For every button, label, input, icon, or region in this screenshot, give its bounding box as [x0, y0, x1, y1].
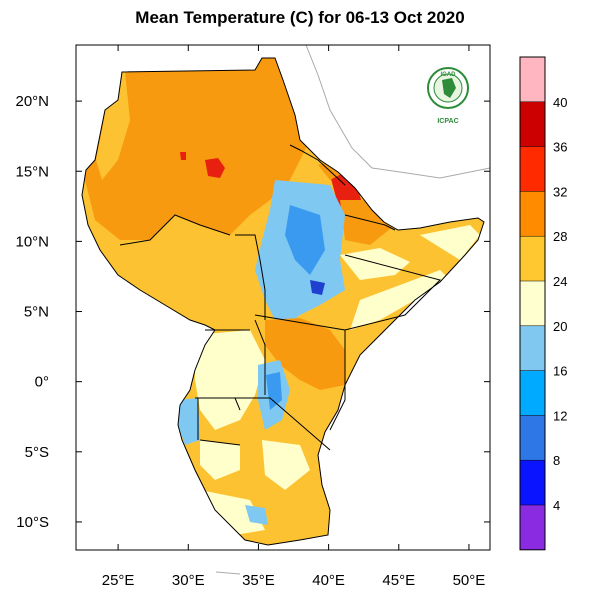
cooler-strip-sudan: [96, 72, 130, 180]
mild-region-tanzania-north: [262, 440, 310, 490]
lat-tick-label: 0°: [35, 374, 49, 391]
hot-spot-sudan: [205, 158, 225, 178]
colorbar-swatch: [520, 505, 545, 550]
warm-region-sudan: [85, 58, 310, 240]
colorbar-swatch: [520, 101, 545, 147]
colorbar-label: 8: [553, 453, 560, 468]
latitude-ticks: 20°N 15°N 10°N 5°N 0° 5°S 10°S: [15, 93, 490, 531]
colorbar-label: 20: [553, 319, 567, 334]
lat-tick-label: 10°S: [16, 514, 49, 531]
colorbar-swatch: [520, 146, 545, 192]
colorbar-swatch: [520, 236, 545, 281]
igad-logo: IGAD ICPAC: [427, 67, 469, 125]
country-borders: [119, 144, 441, 451]
lon-tick-label: 40°E: [312, 572, 345, 589]
colorbar: 40 36 32 28 24 20 16 12 8 4: [519, 56, 567, 551]
lon-tick-label: 30°E: [172, 572, 205, 589]
logo-bottom-text: ICPAC: [437, 118, 458, 125]
colorbar-label: 36: [553, 140, 567, 155]
mild-region-uganda: [195, 330, 265, 430]
colorbar-label: 24: [553, 274, 567, 289]
colorbar-swatch: [520, 325, 545, 371]
mild-region-somalia-coast: [350, 270, 450, 330]
lon-tick-label: 45°E: [382, 572, 415, 589]
mild-region-tanzania-west: [200, 440, 240, 480]
coldest-spot-ethiopia: [310, 280, 325, 295]
mild-region-ethiopia: [340, 248, 410, 280]
temperature-field: [82, 58, 484, 545]
colorbar-label: 28: [553, 229, 567, 244]
colorbar-label: 12: [553, 408, 567, 423]
map-frame: [75, 44, 491, 551]
map-title: Mean Temperature (C) for 06-13 Oct 2020: [135, 8, 465, 27]
colorbar-swatch: [520, 281, 545, 326]
colorbar-label: 40: [553, 95, 567, 110]
land-outline: [81, 57, 485, 546]
cold-region-kenya: [266, 372, 282, 410]
lat-tick-label: 10°N: [15, 233, 49, 250]
cool-region-rwanda: [178, 398, 200, 445]
colorbar-label: 16: [553, 364, 567, 379]
outside-borders: [215, 44, 491, 575]
colorbar-swatch: [520, 191, 545, 237]
lon-tick-label: 25°E: [102, 572, 135, 589]
colorbar-swatch: [520, 370, 545, 416]
lon-tick-label: 50°E: [453, 572, 486, 589]
longitude-ticks: 25°E 30°E 35°E 40°E 45°E 50°E: [102, 45, 486, 589]
lat-tick-label: 20°N: [15, 93, 49, 110]
colorbar-swatch: [520, 460, 545, 505]
logo-top-text: IGAD: [441, 72, 457, 78]
mild-region-somalia: [420, 225, 480, 260]
cold-region-ethiopia: [285, 205, 325, 275]
lat-tick-label: 15°N: [15, 163, 49, 180]
warm-region-kenya: [265, 318, 345, 390]
cool-region-tanzania: [245, 505, 268, 525]
colorbar-frame: [519, 56, 546, 551]
colorbar-swatch: [520, 415, 545, 461]
colorbar-label: 32: [553, 184, 567, 199]
hot-spot-sudan-2: [180, 152, 186, 160]
lat-tick-label: 5°N: [24, 304, 49, 321]
lat-tick-label: 5°S: [25, 444, 49, 461]
lon-tick-label: 35°E: [242, 572, 275, 589]
colorbar-label: 4: [553, 498, 560, 513]
colorbar-swatch: [520, 57, 545, 102]
